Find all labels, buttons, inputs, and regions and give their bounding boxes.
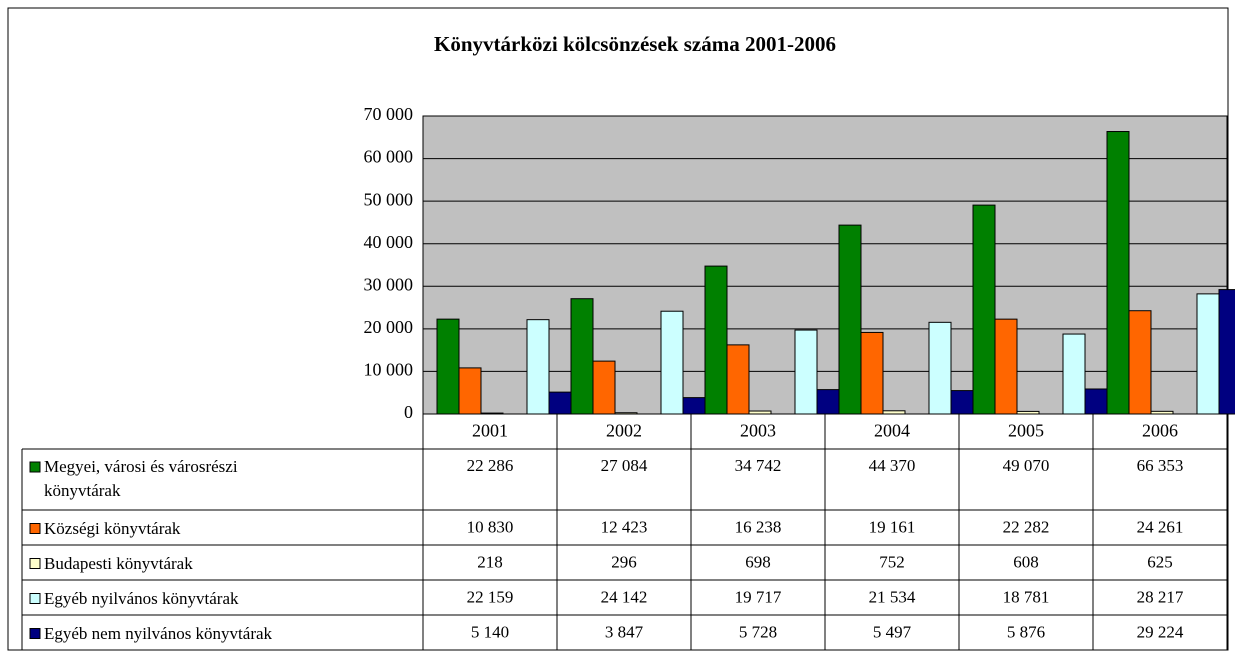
bar [570,298,594,415]
x-tick-label: 2004 [874,421,910,441]
legend-label: Egyéb nem nyilvános könyvtárak [44,623,273,643]
table-value: 218 [477,552,503,571]
plot-area [422,115,1228,415]
bar [1106,131,1130,415]
legend-key [29,593,41,604]
legend-label-box: Budapesti könyvtárak [44,553,193,573]
legend-key [29,461,41,473]
legend-label: Egyéb nyilvános könyvtárak [44,588,239,608]
table-value: 27 084 [601,456,648,475]
bar [1016,410,1040,415]
x-tick-label: 2006 [1142,421,1178,441]
legend-label-box: Községi könyvtárak [44,518,181,538]
table-value: 625 [1147,552,1173,571]
bar [480,412,504,415]
bar [1218,289,1235,415]
bar [838,224,862,415]
y-tick-label: 0 [404,402,413,422]
table-value: 66 353 [1137,456,1184,475]
bar [748,410,772,415]
table-value: 19 161 [869,517,916,536]
bar [816,389,840,415]
bar [704,265,728,415]
legend-key [29,558,41,569]
bar [1084,388,1108,415]
bar [1150,410,1174,415]
bar [526,319,550,415]
bar [1196,293,1220,415]
table-value: 12 423 [601,517,648,536]
bar [972,204,996,415]
legend-label-box: Megyei, városi és városrészi könyvtárak [44,457,238,500]
y-tick-label: 60 000 [364,147,414,167]
bar [726,344,750,415]
table-value: 29 224 [1137,622,1184,641]
bar [682,397,706,415]
chart-title: Könyvtárközi kölcsönzések száma 2001-200… [434,32,836,56]
y-tick-label: 30 000 [364,274,414,294]
table-value: 28 217 [1137,587,1184,606]
bar [950,390,974,415]
table-value: 3 847 [605,622,644,641]
y-tick-label: 10 000 [364,360,414,380]
table-value: 18 781 [1003,587,1050,606]
x-tick-label: 2003 [740,421,776,441]
bar [794,329,818,415]
bar [994,318,1018,415]
x-tick-label: 2005 [1008,421,1044,441]
bar [660,310,684,415]
table-value: 10 830 [467,517,514,536]
bar [860,331,884,415]
legend-label: Budapesti könyvtárak [44,553,193,573]
table-value: 752 [879,552,905,571]
legend-key [29,628,41,639]
bar [1062,333,1086,415]
table-value: 698 [745,552,771,571]
bar [882,410,906,415]
table-value: 34 742 [735,456,782,475]
table-value: 5 497 [873,622,912,641]
legend-label-box: Egyéb nyilvános könyvtárak [44,588,239,608]
y-tick-label: 70 000 [364,104,414,124]
bar [928,321,952,415]
bar [1128,310,1152,415]
bar [436,318,460,415]
x-tick-label: 2001 [472,421,508,441]
legend-label-box: Egyéb nem nyilvános könyvtárak [44,623,273,643]
table-value: 5 876 [1007,622,1045,641]
bar [548,391,572,415]
table-value: 44 370 [869,456,916,475]
table-value: 5 140 [471,622,509,641]
legend-label: Megyei, városi és városrészi könyvtárak [44,457,238,500]
table-value: 608 [1013,552,1039,571]
table-value: 22 282 [1003,517,1050,536]
bar [592,360,616,415]
legend-key [29,523,41,534]
bar [614,412,638,415]
table-value: 22 159 [467,587,514,606]
table-value: 24 261 [1137,517,1184,536]
bar [458,367,482,415]
table-value: 296 [611,552,637,571]
table-value: 5 728 [739,622,777,641]
table-value: 49 070 [1003,456,1050,475]
legend-label: Községi könyvtárak [44,518,181,538]
table-value: 21 534 [869,587,916,606]
table-value: 24 142 [601,587,648,606]
table-value: 22 286 [467,456,514,475]
y-tick-label: 40 000 [364,232,414,252]
table-value: 19 717 [735,587,782,606]
y-tick-label: 20 000 [364,317,414,337]
x-tick-label: 2002 [606,421,642,441]
table-value: 16 238 [735,517,782,536]
y-tick-label: 50 000 [364,189,414,209]
